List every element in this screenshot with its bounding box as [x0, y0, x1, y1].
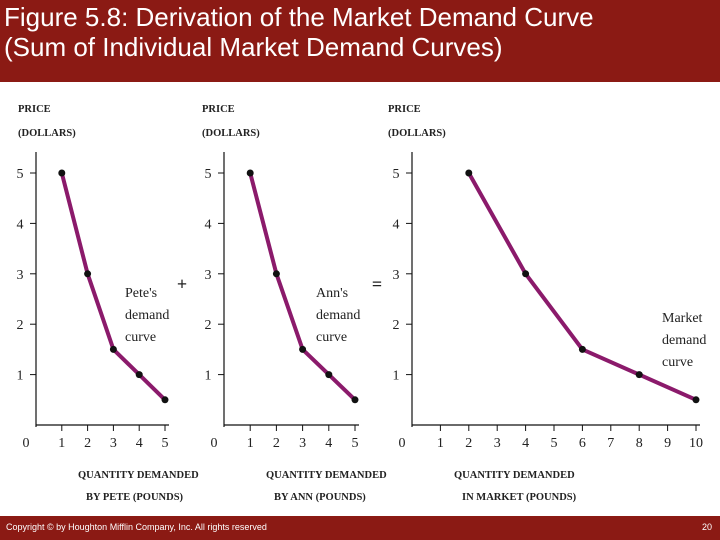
data-point-2-4: [325, 371, 333, 379]
x-tick-label-3-9: 9: [664, 436, 671, 451]
data-point-1-5: [161, 396, 169, 404]
slide-title: Figure 5.8: Derivation of the Market Dem…: [4, 2, 716, 62]
data-point-1-1: [58, 169, 66, 177]
data-point-1-3: [109, 345, 117, 353]
x-tick-label-1-0: 0: [23, 436, 30, 451]
y-tick-label-3-1: 1: [393, 369, 400, 384]
y-axis-label-1-1: PRICE: [18, 104, 51, 115]
y-tick-label-2-2: 2: [205, 318, 212, 333]
data-point-2-3: [299, 345, 307, 353]
page-number: 20: [701, 522, 712, 532]
y-tick-label-2-5: 5: [205, 167, 212, 182]
y-tick-label-3-5: 5: [393, 167, 400, 182]
x-tick-label-2-1: 1: [247, 436, 254, 451]
x-tick-label-3-8: 8: [636, 436, 643, 451]
data-point-1-2: [84, 270, 92, 278]
footer-bar: Copyright © by Houghton Mifflin Company,…: [0, 516, 720, 540]
curve-label-1-2: demand: [125, 308, 169, 323]
x-axis-label-3-1: QUANTITY DEMANDED: [454, 470, 575, 481]
x-tick-label-2-5: 5: [352, 436, 359, 451]
y-tick-label-2-1: 1: [205, 369, 212, 384]
title-line-1: Figure 5.8: Derivation of the Market Dem…: [4, 2, 594, 32]
y-tick-label-3-3: 3: [393, 268, 400, 283]
x-tick-label-3-6: 6: [579, 436, 586, 451]
figure-panel: PRICE (DOLLARS) 1 2 3 4 5 0 1 2 3 4 5 QUANTITY DEMAND…: [0, 82, 720, 516]
y-tick-label-2-4: 4: [205, 217, 212, 232]
curve-label-2-1: Ann's: [316, 286, 348, 301]
data-point-3-2: [522, 270, 530, 278]
x-tick-label-3-3: 3: [494, 436, 501, 451]
curve-label-3-3: curve: [662, 355, 693, 370]
x-tick-label-1-1: 1: [58, 436, 65, 451]
x-tick-label-3-10: 10: [689, 436, 703, 451]
data-point-3-3: [578, 345, 586, 353]
y-tick-label-1-3: 3: [17, 268, 24, 283]
data-point-3-5: [692, 396, 700, 404]
y-tick-label-1-5: 5: [17, 167, 24, 182]
y-axis-label-3-1: PRICE: [388, 104, 421, 115]
x-tick-label-1-3: 3: [110, 436, 117, 451]
x-axis-label-1-2: BY PETE (POUNDS): [86, 492, 184, 503]
y-tick-label-1-1: 1: [17, 369, 24, 384]
data-point-2-1: [246, 169, 254, 177]
x-tick-label-3-2: 2: [465, 436, 472, 451]
x-axis-label-3-2: IN MARKET (POUNDS): [462, 492, 577, 503]
operator-1: +: [177, 274, 187, 294]
curve-label-2-2: demand: [316, 308, 360, 323]
data-point-1-4: [135, 371, 143, 379]
y-tick-label-1-4: 4: [17, 217, 24, 232]
data-point-3-1: [465, 169, 473, 177]
y-axis-label-2-1: PRICE: [202, 104, 235, 115]
x-tick-label-2-0: 0: [211, 436, 218, 451]
x-tick-label-1-5: 5: [162, 436, 169, 451]
y-axis-label-2-2: (DOLLARS): [202, 128, 260, 139]
y-tick-label-3-2: 2: [393, 318, 400, 333]
curve-label-1-1: Pete's: [125, 286, 157, 301]
operator-2: =: [372, 274, 382, 294]
x-tick-label-1-4: 4: [136, 436, 143, 451]
x-tick-label-3-1: 1: [437, 436, 444, 451]
x-tick-label-3-7: 7: [607, 436, 614, 451]
x-tick-label-3-5: 5: [551, 436, 558, 451]
x-axis-label-2-2: BY ANN (POUNDS): [274, 492, 366, 503]
y-axis-label-1-2: (DOLLARS): [18, 128, 76, 139]
x-tick-label-2-4: 4: [325, 436, 332, 451]
demand-charts: PRICE (DOLLARS) 1 2 3 4 5 0 1 2 3 4 5 QUANTITY DEMAND…: [17, 104, 707, 503]
x-axis-label-2-1: QUANTITY DEMANDED: [266, 470, 387, 481]
data-point-2-2: [272, 270, 280, 278]
y-tick-label-1-2: 2: [17, 318, 24, 333]
y-tick-label-2-3: 3: [205, 268, 212, 283]
curve-label-1-3: curve: [125, 330, 156, 345]
x-tick-label-3-0: 0: [399, 436, 406, 451]
data-point-3-4: [635, 371, 643, 379]
y-tick-label-3-4: 4: [393, 217, 400, 232]
x-tick-label-3-4: 4: [522, 436, 529, 451]
curve-label-3-1: Market: [662, 311, 703, 326]
x-axis-label-1-1: QUANTITY DEMANDED: [78, 470, 199, 481]
data-point-2-5: [351, 396, 359, 404]
title-line-2: (Sum of Individual Market Demand Curves): [4, 32, 503, 62]
x-tick-label-2-2: 2: [273, 436, 280, 451]
x-tick-label-1-2: 2: [84, 436, 91, 451]
curve-label-2-3: curve: [316, 330, 347, 345]
y-axis-label-3-2: (DOLLARS): [388, 128, 446, 139]
curve-label-3-2: demand: [662, 333, 706, 348]
x-tick-label-2-3: 3: [299, 436, 306, 451]
copyright-text: Copyright © by Houghton Mifflin Company,…: [6, 522, 267, 532]
